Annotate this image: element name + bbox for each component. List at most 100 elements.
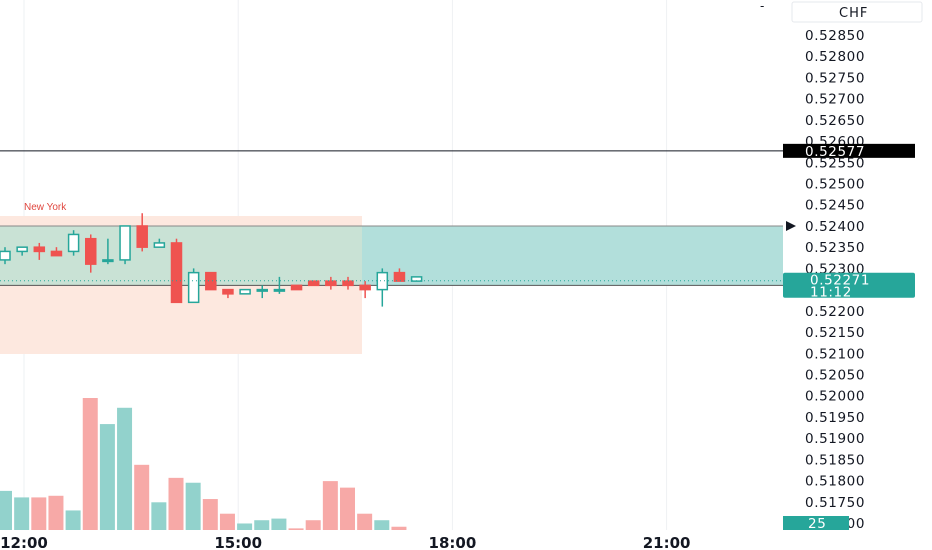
candle-body-9 [153, 242, 166, 248]
volume-bar-2 [31, 497, 47, 530]
price-tick-19: 0.51900 [805, 431, 865, 447]
volume-bar-16 [271, 518, 287, 530]
price-tick-0: 0.52850 [805, 28, 865, 44]
candle-23 [393, 268, 406, 282]
volume-bar-6 [99, 424, 115, 530]
volume-bar-18 [305, 520, 321, 530]
volume-bar-8 [134, 464, 150, 530]
price-tick-15: 0.52100 [805, 346, 865, 362]
volume-bar-10 [168, 477, 184, 530]
price-tick-21: 0.51800 [805, 474, 865, 490]
last-price-label: 0.52271 [810, 273, 870, 289]
price-tick-17: 0.52000 [805, 389, 865, 405]
candle-6 [102, 238, 114, 265]
candle-0 [0, 247, 11, 265]
price-tick-22: 0.51750 [805, 495, 865, 511]
volume-bar-7 [117, 407, 133, 530]
candle-22 [376, 268, 389, 307]
candle-15 [256, 285, 268, 299]
candle-body-6 [102, 259, 114, 263]
time-tick-2: 18:00 [429, 534, 477, 550]
volume-bar-5 [82, 398, 98, 530]
candle-body-5 [85, 237, 97, 265]
volume-bar-14 [237, 523, 253, 530]
candle-10 [170, 238, 183, 304]
volume-bar-17 [288, 528, 304, 530]
candle-body-7 [119, 225, 131, 261]
volume-bars [0, 398, 407, 530]
volume-bar-9 [151, 502, 167, 530]
candle-body-8 [136, 225, 148, 248]
candle-body-13 [222, 288, 234, 295]
volume-bar-23 [391, 526, 407, 530]
candle-4 [67, 230, 80, 256]
candle-body-23 [393, 271, 406, 282]
candle-body-4 [67, 233, 80, 253]
price-tick-9: 0.52400 [805, 219, 865, 235]
price-tick-14: 0.52150 [805, 325, 865, 341]
price-tick-16: 0.52050 [805, 367, 865, 383]
volume-bar-0 [0, 490, 12, 530]
volume-bar-22 [374, 520, 390, 530]
time-tick-1: 15:00 [214, 534, 262, 550]
candle-9 [153, 238, 166, 248]
price-tick-6: 0.52550 [805, 155, 865, 171]
candle-2 [33, 242, 46, 260]
price-tick-13: 0.52200 [805, 304, 865, 320]
volume-bar-3 [48, 495, 64, 530]
candle-body-2 [33, 246, 46, 253]
candle-body-19 [325, 280, 337, 287]
price-tick-4: 0.52650 [805, 113, 865, 129]
reference-tag-label: 0.52577 [805, 144, 865, 160]
price-tick-8: 0.52450 [805, 198, 865, 214]
candle-19 [325, 276, 337, 290]
candle-body-21 [359, 284, 371, 291]
candle-7 [119, 225, 131, 265]
candle-body-17 [290, 284, 303, 291]
menu-icon[interactable]: - [760, 0, 764, 13]
time-tick-0: 12:00 [0, 534, 48, 550]
candle-body-0 [0, 250, 11, 261]
currency-box[interactable] [791, 1, 923, 23]
volume-badge [783, 516, 849, 530]
candle-body-11 [187, 271, 200, 304]
candle-3 [50, 247, 63, 257]
candle-body-18 [307, 280, 320, 287]
candle-body-12 [205, 271, 217, 291]
price-tick-3: 0.52700 [805, 92, 865, 108]
target-arrow-icon [786, 220, 796, 231]
candle-1 [16, 246, 28, 256]
volume-bar-12 [202, 499, 218, 530]
volume-bar-19 [322, 481, 338, 530]
volume-bar-4 [65, 510, 81, 530]
candle-body-1 [16, 246, 28, 253]
volume-badge-label: 25 [808, 516, 826, 532]
candle-5 [85, 234, 97, 273]
candle-8 [136, 213, 148, 252]
price-candles [0, 213, 423, 307]
candle-body-22 [376, 271, 389, 291]
candle-body-14 [239, 288, 251, 295]
volume-bar-15 [254, 520, 270, 530]
price-axis[interactable]: 0.528500.528000.527500.527000.526500.526… [783, 28, 915, 532]
currency-label: CHF [839, 6, 868, 21]
candle-16 [273, 276, 286, 294]
countdown-label: 11:12 [810, 285, 852, 301]
price-lines [0, 150, 783, 282]
time-tick-3: 21:00 [643, 534, 691, 550]
candle-18 [307, 280, 320, 287]
reference-tag [783, 143, 915, 158]
candle-17 [290, 284, 303, 291]
candle-body-15 [256, 288, 268, 292]
candle-21 [359, 281, 371, 299]
price-tick-2: 0.52750 [805, 70, 865, 86]
candle-body-3 [50, 250, 63, 257]
candle-body-10 [170, 242, 183, 304]
time-axis[interactable]: 12:00 15:00 18:00 21:00 [0, 534, 690, 550]
volume-bar-21 [357, 513, 373, 530]
long-position-box[interactable] [0, 225, 783, 286]
candle-14 [239, 288, 251, 295]
volume-bar-11 [185, 482, 201, 530]
price-tick-20: 0.51850 [805, 452, 865, 468]
